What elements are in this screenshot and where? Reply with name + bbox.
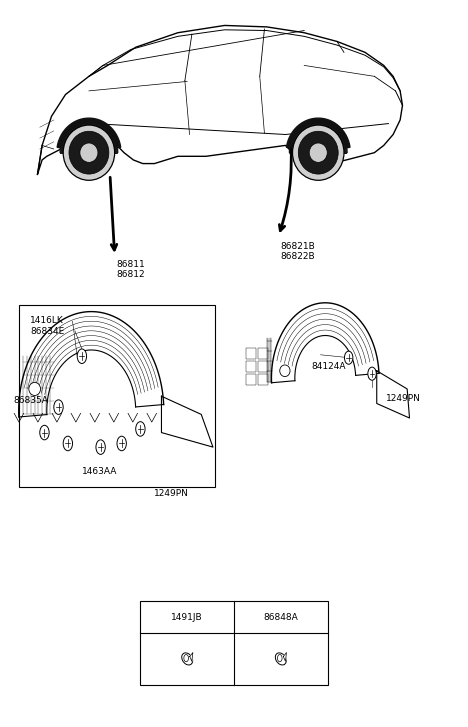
Ellipse shape xyxy=(309,143,327,162)
Ellipse shape xyxy=(80,143,98,162)
Ellipse shape xyxy=(63,125,115,180)
Ellipse shape xyxy=(275,653,286,665)
Ellipse shape xyxy=(298,132,338,174)
Text: 1463AA: 1463AA xyxy=(82,467,117,475)
Circle shape xyxy=(63,436,73,451)
Bar xyxy=(258,374,268,385)
Polygon shape xyxy=(190,653,193,662)
Polygon shape xyxy=(289,121,347,153)
Polygon shape xyxy=(284,653,286,662)
Ellipse shape xyxy=(69,132,109,174)
Text: 86811
86812: 86811 86812 xyxy=(116,260,145,279)
Text: 86835A: 86835A xyxy=(13,396,48,405)
Ellipse shape xyxy=(280,365,290,377)
Bar xyxy=(19,305,215,487)
Bar xyxy=(140,601,328,685)
Circle shape xyxy=(77,349,87,364)
Circle shape xyxy=(54,400,63,414)
Text: 1249PN: 1249PN xyxy=(154,489,190,497)
Ellipse shape xyxy=(29,382,41,395)
Bar xyxy=(246,348,256,359)
Text: 86821B
86822B: 86821B 86822B xyxy=(281,242,315,262)
Circle shape xyxy=(96,440,105,454)
Text: 1249PN: 1249PN xyxy=(386,394,421,403)
Circle shape xyxy=(344,351,353,364)
Text: 1416LK
86834E: 1416LK 86834E xyxy=(30,316,65,336)
Circle shape xyxy=(278,654,282,662)
Circle shape xyxy=(368,367,376,380)
Text: 1491JB: 1491JB xyxy=(171,613,203,622)
Polygon shape xyxy=(57,119,121,148)
Polygon shape xyxy=(286,119,350,148)
Circle shape xyxy=(184,654,189,662)
Polygon shape xyxy=(60,121,118,153)
Bar xyxy=(258,348,268,359)
Ellipse shape xyxy=(292,125,344,180)
Ellipse shape xyxy=(182,653,193,665)
Bar xyxy=(246,361,256,372)
Circle shape xyxy=(136,422,145,436)
Bar xyxy=(258,361,268,372)
Bar xyxy=(246,374,256,385)
Circle shape xyxy=(40,425,49,440)
Text: 86848A: 86848A xyxy=(263,613,298,622)
Text: 84124A: 84124A xyxy=(311,362,346,371)
Circle shape xyxy=(117,436,126,451)
